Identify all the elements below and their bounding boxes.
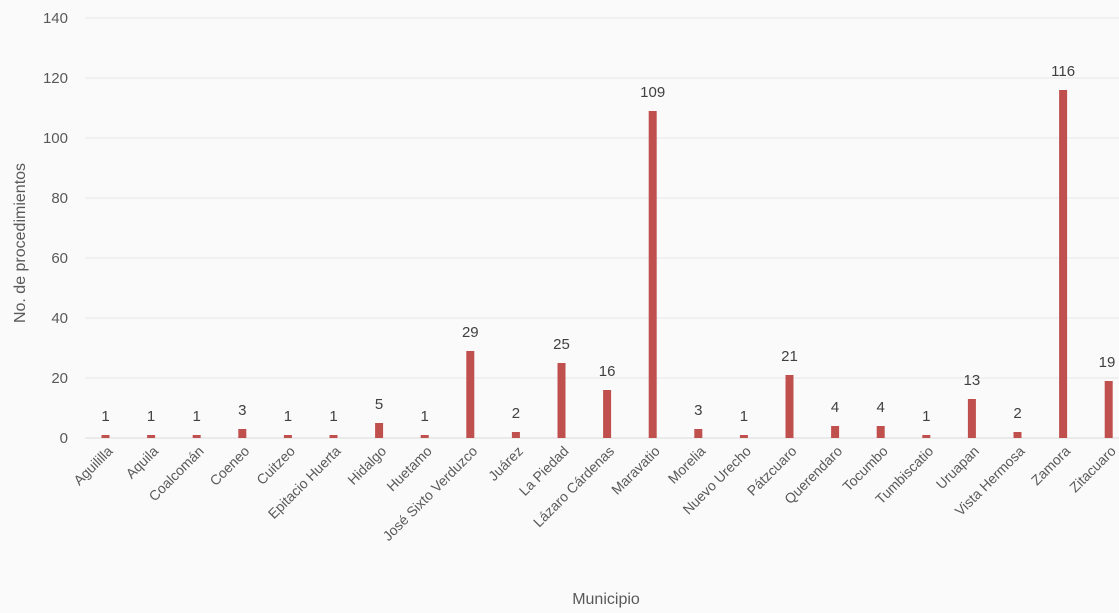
x-tick-label: Aquila — [122, 443, 161, 482]
y-tick-label: 40 — [51, 310, 68, 327]
bars — [101, 90, 1113, 438]
x-tick-label: Maravatio — [608, 443, 663, 498]
data-label: 4 — [877, 399, 885, 416]
x-tick-label: Morelia — [665, 443, 709, 487]
y-axis-ticks: 0 20 40 60 80 100 120 140 — [43, 10, 68, 447]
bar — [1104, 381, 1113, 438]
x-tick-label: Aguililla — [70, 443, 116, 489]
y-axis-title: No. de procedimientos — [12, 163, 29, 323]
bar — [511, 432, 520, 438]
bar — [922, 435, 931, 438]
gridlines — [85, 17, 1119, 439]
data-label: 3 — [238, 402, 246, 419]
data-label: 21 — [781, 348, 798, 365]
bar — [967, 399, 976, 438]
bar — [466, 351, 475, 438]
y-tick-label: 120 — [43, 70, 68, 87]
bar — [283, 435, 292, 438]
bar — [192, 435, 201, 438]
bar — [420, 435, 429, 438]
data-label: 1 — [329, 408, 337, 425]
data-label: 1 — [193, 408, 201, 425]
x-tick-label: Lázaro Cárdenas — [530, 443, 617, 530]
x-tick-label: Hidalgo — [344, 443, 389, 488]
y-tick-label: 140 — [43, 10, 68, 27]
y-tick-label: 80 — [51, 190, 68, 207]
data-label: 1 — [284, 408, 292, 425]
data-label: 19 — [1099, 354, 1116, 371]
x-tick-label: Juárez — [485, 443, 526, 484]
data-label: 1 — [922, 408, 930, 425]
bar — [785, 375, 794, 438]
data-label: 2 — [1013, 405, 1021, 422]
bar — [375, 423, 384, 438]
data-label: 1 — [101, 408, 109, 425]
data-label: 29 — [462, 324, 479, 341]
y-tick-label: 0 — [60, 430, 68, 447]
bar — [694, 429, 703, 438]
data-label: 1 — [740, 408, 748, 425]
bar — [831, 426, 840, 438]
bar — [147, 435, 156, 438]
bar — [101, 435, 110, 438]
bar — [557, 363, 566, 438]
y-tick-label: 20 — [51, 370, 68, 387]
data-label: 109 — [640, 84, 665, 101]
data-label: 4 — [831, 399, 839, 416]
bar — [329, 435, 338, 438]
x-tick-label: Zitacuaro — [1066, 443, 1119, 496]
bar — [238, 429, 247, 438]
bar — [876, 426, 885, 438]
bar — [1059, 90, 1068, 438]
x-axis-title: Municipio — [572, 591, 640, 608]
x-tick-label: Cuitzeo — [253, 443, 298, 488]
data-label: 13 — [964, 372, 981, 389]
data-label: 3 — [694, 402, 702, 419]
data-label: 116 — [1051, 63, 1075, 80]
y-tick-label: 60 — [51, 250, 68, 267]
bar — [739, 435, 748, 438]
data-label: 16 — [599, 363, 616, 380]
x-tick-label: Zamora — [1028, 443, 1074, 489]
bar — [648, 111, 657, 438]
data-label: 1 — [421, 408, 429, 425]
bar — [603, 390, 612, 438]
y-tick-label: 100 — [43, 130, 68, 147]
data-label: 5 — [375, 396, 383, 413]
x-tick-label: Coeneo — [206, 443, 252, 489]
data-label: 1 — [147, 408, 155, 425]
data-label: 2 — [512, 405, 520, 422]
bar — [1013, 432, 1022, 438]
data-label: 25 — [553, 336, 570, 353]
